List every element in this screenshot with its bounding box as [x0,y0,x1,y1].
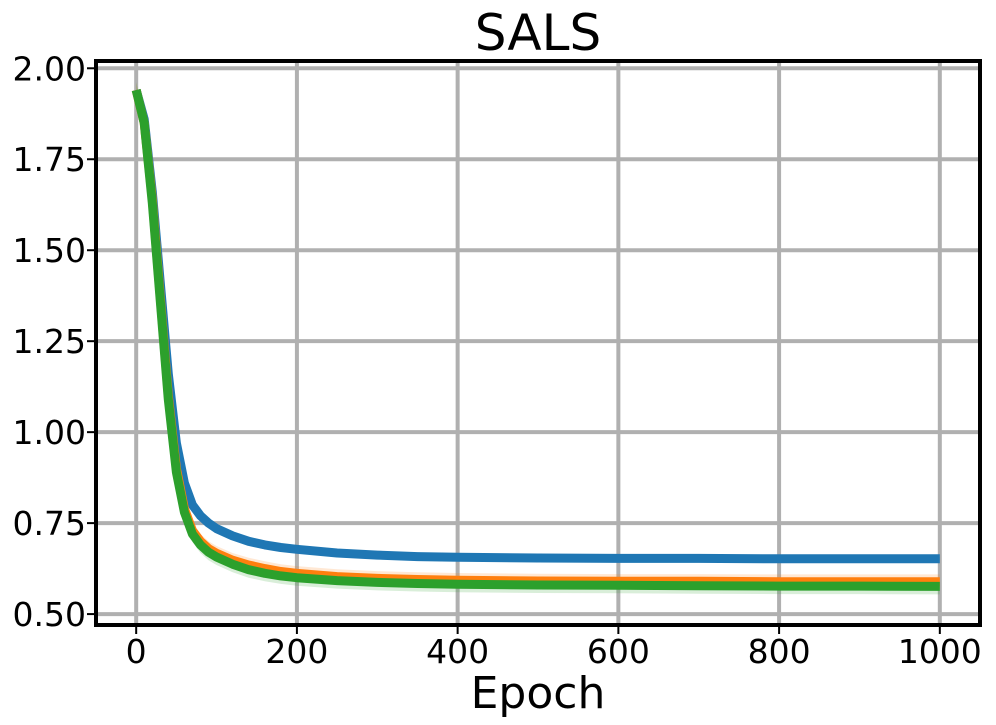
line-layer [131,88,940,591]
x-tick-label: 800 [748,632,811,671]
x-axis-title: Epoch [471,668,606,719]
y-tick-label: 1.75 [13,140,86,179]
y-tick-label: 0.75 [13,504,86,543]
x-tick-label: 1000 [898,632,982,671]
x-tick-label: 600 [587,632,650,671]
tick-layer: 0 200 400 600 800 1000 0.50 0.75 1.00 1.25 1.50 1.7… [13,49,982,671]
grid-layer [96,61,980,625]
x-tick-label: 0 [126,632,147,671]
chart-title: SALS [475,4,601,62]
x-tick-label: 200 [265,632,328,671]
plot-frame [94,59,982,627]
x-tick-label: 400 [426,632,489,671]
y-tick-label: 1.50 [13,231,86,270]
y-tick-label: 2.00 [13,49,86,88]
y-tick-label: 1.00 [13,413,86,452]
series-3-line [131,89,940,591]
y-tick-label: 1.25 [13,322,86,361]
series-2-line [131,89,940,587]
y-tick-label: 0.50 [13,595,86,634]
